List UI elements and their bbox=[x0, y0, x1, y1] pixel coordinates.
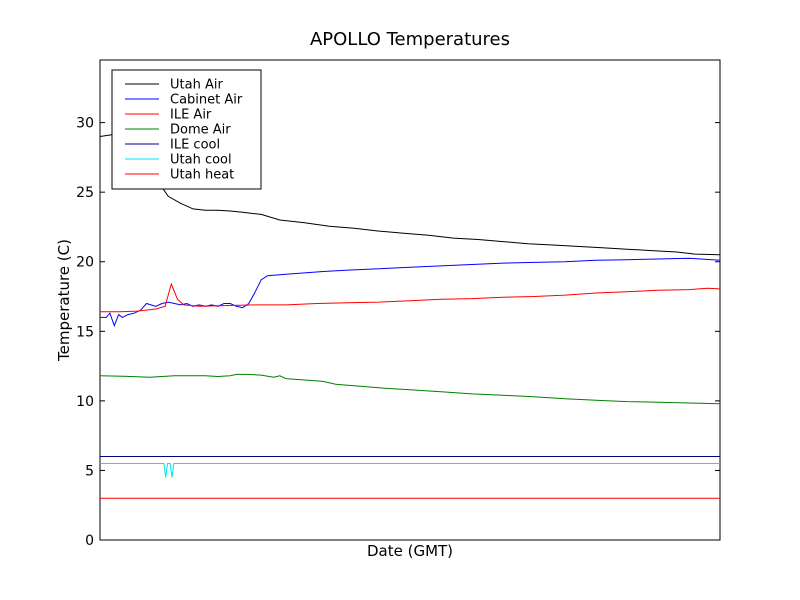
y-tick-label: 5 bbox=[85, 463, 94, 479]
legend-label-utah-heat: Utah heat bbox=[170, 168, 234, 183]
legend-label-utah-air: Utah Air bbox=[170, 78, 223, 93]
series-line-ile-air bbox=[100, 282, 721, 313]
y-tick-label: 15 bbox=[76, 324, 94, 340]
y-axis-ticks: 0 5 10 15 20 25 30 bbox=[76, 116, 720, 549]
y-tick-label: 10 bbox=[76, 394, 94, 410]
chart-title: APOLLO Temperatures bbox=[310, 29, 510, 50]
legend-label-cabinet-air: Cabinet Air bbox=[170, 93, 243, 108]
legend-label-ile-air: ILE Air bbox=[170, 108, 212, 123]
y-tick-label: 20 bbox=[76, 255, 94, 271]
series-line-utah-cool bbox=[100, 463, 720, 478]
series-line-cabinet-air bbox=[100, 257, 721, 328]
legend-label-utah-cool: Utah cool bbox=[170, 153, 232, 168]
y-axis-title: Temperature (C) bbox=[55, 239, 73, 362]
y-tick-label: 0 bbox=[85, 533, 94, 549]
legend-label-ile-cool: ILE cool bbox=[170, 138, 220, 153]
y-tick-label: 30 bbox=[76, 116, 94, 132]
legend-label-dome-air: Dome Air bbox=[170, 123, 231, 138]
y-tick-label: 25 bbox=[76, 185, 94, 201]
x-axis-title: Date (GMT) bbox=[367, 542, 453, 560]
series-line-dome-air bbox=[99, 373, 721, 405]
